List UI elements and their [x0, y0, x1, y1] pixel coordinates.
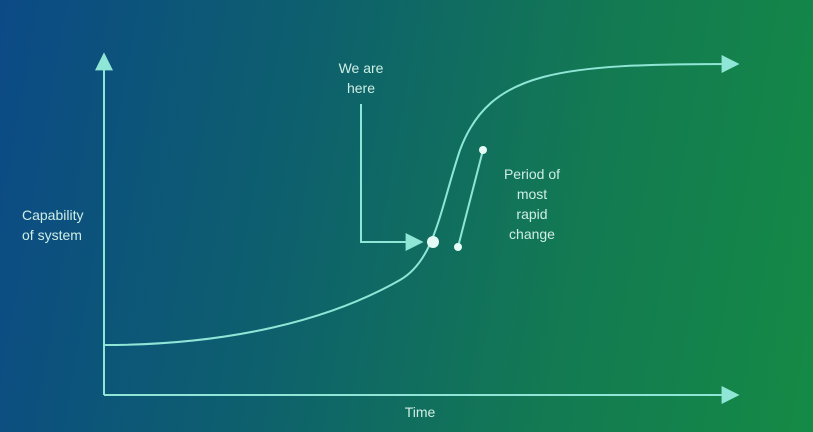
we-are-here-pointer: [360, 104, 424, 251]
rapid-change-end-dot: [479, 146, 487, 154]
current-position-dot: [427, 236, 439, 248]
capability-curve: [103, 55, 740, 346]
y-axis-label: Capability of system: [22, 207, 84, 243]
we-are-here-label: We are here: [338, 60, 384, 96]
x-axis-label: Time: [404, 404, 436, 420]
rapid-change-start-dot: [454, 243, 462, 251]
rapid-change-segment: [457, 149, 484, 248]
rapid-change-label: Period of most rapid change: [503, 166, 561, 242]
